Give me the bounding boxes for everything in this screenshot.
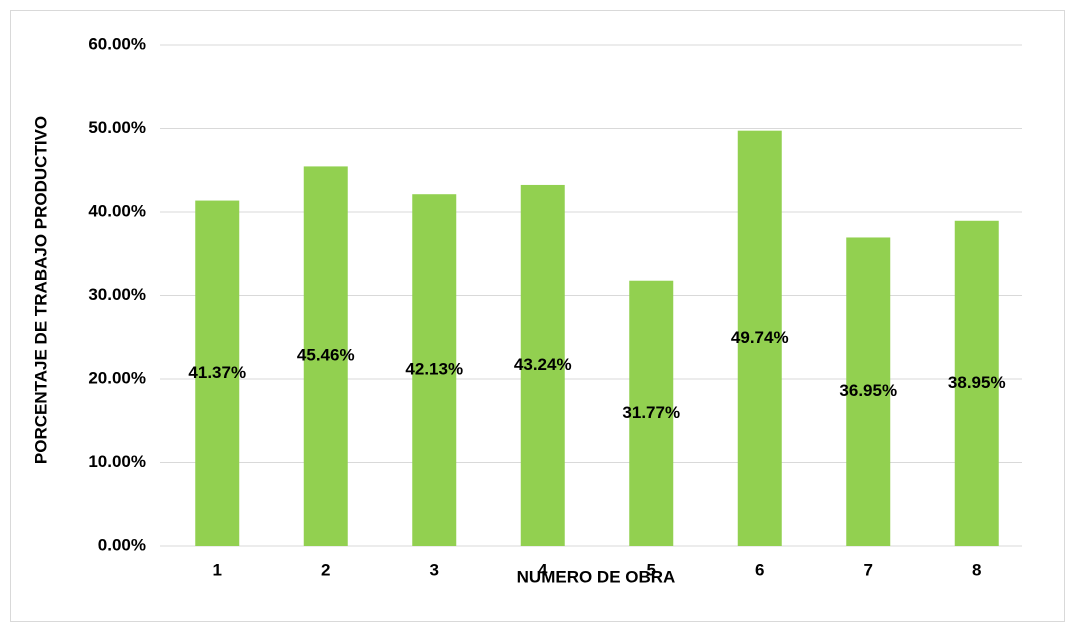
x-tick-label: 2 [321,560,330,579]
bar [737,130,782,546]
data-label: 45.46% [297,346,355,365]
bar [412,194,457,547]
y-tick-label: 0.00% [98,535,146,554]
x-tick-label: 6 [755,560,764,579]
data-label: 36.95% [839,381,897,400]
data-label: 31.77% [622,403,680,422]
x-tick-label: 3 [430,560,439,579]
bar [629,280,674,546]
y-tick-label: 10.00% [88,452,146,471]
x-axis-label: NUMERO DE OBRA [517,567,676,586]
y-tick-label: 30.00% [88,285,146,304]
data-label: 43.24% [514,355,572,374]
x-tick-label: 7 [864,560,873,579]
y-tick-label: 20.00% [88,368,146,387]
x-tick-label: 8 [972,560,981,579]
y-tick-label: 50.00% [88,118,146,137]
bar [954,220,999,546]
bar [303,166,348,546]
data-label: 42.13% [405,360,463,379]
bar [846,237,891,546]
x-tick-label: 1 [213,560,222,579]
y-tick-label: 60.00% [88,34,146,53]
bar [195,200,240,547]
y-axis-label: PORCENTAJE DE TRABAJO PRODUCTIVO [31,116,50,464]
data-label: 49.74% [731,328,789,347]
x-tick-label: 5 [647,560,656,579]
data-label: 38.95% [948,373,1006,392]
bar [520,184,565,547]
y-tick-label: 40.00% [88,201,146,220]
x-tick-label: 4 [538,560,548,579]
data-label: 41.37% [188,363,246,382]
